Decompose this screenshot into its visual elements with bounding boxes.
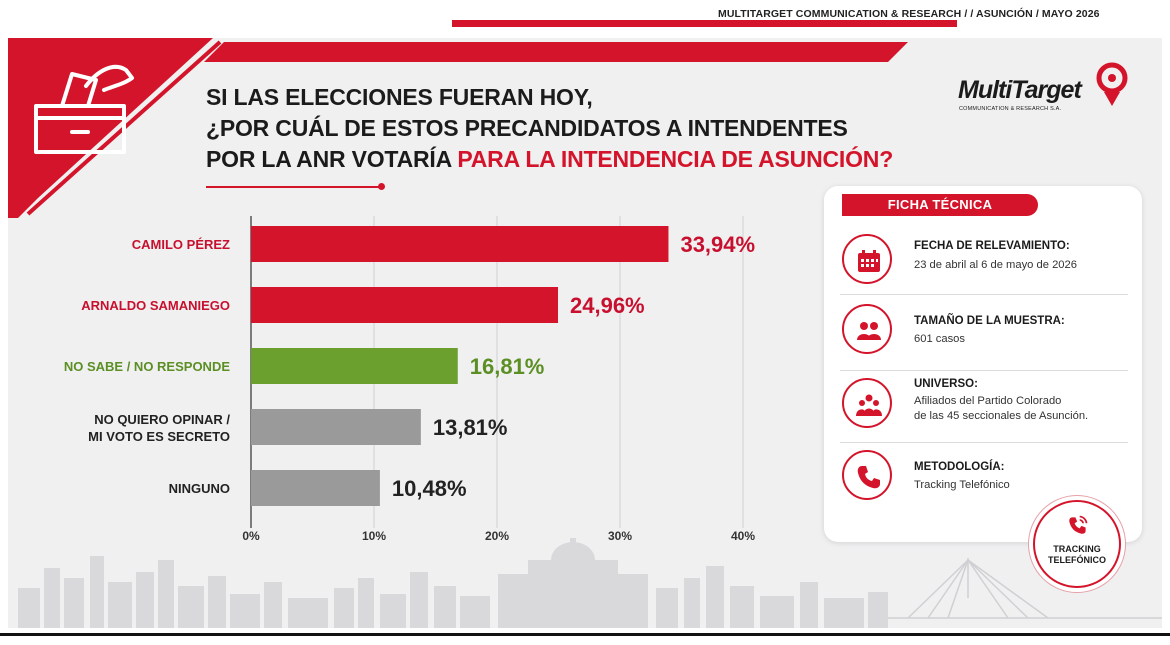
people-icon <box>842 304 892 354</box>
x-tick-label: 30% <box>608 529 632 543</box>
ficha-value: de las 45 seccionales de Asunción. <box>914 410 1089 422</box>
calendar-icon <box>842 234 892 284</box>
title-line-2: ¿POR CUÁL DE ESTOS PRECANDIDATOS A INTEN… <box>206 115 848 141</box>
bar-chart: 0% 10% 20% 30% 40% 33,94% CAMILO PÉREZ 24,96% AR… <box>64 216 755 543</box>
category-label: NO SABE / NO RESPONDE <box>64 359 230 374</box>
data-label: 13,81% <box>433 415 508 440</box>
ficha-value: 601 casos <box>914 333 965 345</box>
slide: SI LAS ELECCIONES FUERAN HOY, ¿POR CUÁL … <box>8 38 1162 628</box>
ficha-item-fecha: FECHA DE RELEVAMIENTO: 23 de abril al 6 … <box>836 230 1130 290</box>
category-label: NINGUNO <box>169 481 230 496</box>
tracking-telefonico-badge: TRACKING TELEFÓNICO <box>1033 500 1121 588</box>
ficha-label: UNIVERSO: <box>914 378 978 390</box>
logo-subtitle: COMMUNICATION & RESEARCH S.A. <box>959 106 1062 112</box>
ficha-header: FICHA TÉCNICA <box>842 194 1038 216</box>
x-tick-label: 10% <box>362 529 386 543</box>
category-label: MI VOTO ES SECRETO <box>88 429 230 444</box>
brand-logo: MultiTarget COMMUNICATION & RESEARCH S.A… <box>958 62 1148 124</box>
ficha-value: Tracking Telefónico <box>914 479 1010 491</box>
ficha-value: 23 de abril al 6 de mayo de 2026 <box>914 259 1077 271</box>
header-meta: MULTITARGET COMMUNICATION & RESEARCH / /… <box>718 8 1100 20</box>
bar <box>251 409 421 445</box>
bottom-line <box>0 633 1170 636</box>
bottom-bar <box>0 630 1170 645</box>
ficha-item-universo: UNIVERSO: Afiliados del Partido Colorado… <box>836 376 1130 440</box>
title-line-3-prefix: POR LA ANR VOTARÍA <box>206 146 458 172</box>
phone-ring-icon <box>1069 515 1088 534</box>
top-bar: MULTITARGET COMMUNICATION & RESEARCH / /… <box>0 0 1170 34</box>
ficha-value: Afiliados del Partido Colorado <box>914 395 1062 407</box>
badge-line-2: TELEFÓNICO <box>1048 555 1106 565</box>
ficha-item-metodologia: METODOLOGÍA: Tracking Telefónico <box>836 448 1130 508</box>
x-tick-label: 40% <box>731 529 755 543</box>
bar <box>251 226 669 262</box>
phone-icon <box>842 450 892 500</box>
city-skyline-illustration <box>18 538 1162 628</box>
bar <box>251 348 458 384</box>
ballot-box-icon <box>34 64 134 154</box>
category-label: NO QUIERO OPINAR / <box>94 412 230 427</box>
title-highlight: PARA LA INTENDENCIA DE ASUNCIÓN? <box>457 146 894 172</box>
badge-text: TRACKING TELEFÓNICO <box>1035 544 1119 566</box>
data-label: 16,81% <box>470 354 545 379</box>
group-icon <box>842 378 892 428</box>
ficha-divider <box>840 294 1128 295</box>
x-tick-label: 0% <box>242 529 260 543</box>
category-label: CAMILO PÉREZ <box>132 237 230 252</box>
ficha-divider <box>840 370 1128 371</box>
title-rule-dot <box>378 183 385 190</box>
ficha-tecnica-card: FICHA TÉCNICA FECHA DE RELEVAMIENTO: 23 … <box>824 186 1142 542</box>
title-line-1: SI LAS ELECCIONES FUERAN HOY, <box>206 84 593 110</box>
logo-wordmark: MultiTarget <box>958 76 1082 104</box>
logo-pin-icon <box>1096 62 1128 106</box>
title-rule <box>206 186 380 188</box>
data-label: 10,48% <box>392 476 467 501</box>
page-title: SI LAS ELECCIONES FUERAN HOY, ¿POR CUÁL … <box>206 82 893 175</box>
data-label: 24,96% <box>570 293 645 318</box>
bar <box>251 287 559 323</box>
data-label: 33,94% <box>680 232 755 257</box>
category-label: ARNALDO SAMANIEGO <box>81 298 230 313</box>
badge-line-1: TRACKING <box>1053 544 1101 554</box>
ficha-label: METODOLOGÍA: <box>914 461 1005 473</box>
x-tick-label: 20% <box>485 529 509 543</box>
ficha-label: FECHA DE RELEVAMIENTO: <box>914 240 1070 252</box>
bar <box>251 470 380 506</box>
ficha-item-muestra: TAMAÑO DE LA MUESTRA: 601 casos <box>836 300 1130 360</box>
title-line-3: POR LA ANR VOTARÍA PARA LA INTENDENCIA D… <box>206 144 893 175</box>
ficha-divider <box>840 442 1128 443</box>
ficha-label: TAMAÑO DE LA MUESTRA: <box>914 315 1065 327</box>
top-red-line <box>452 20 957 27</box>
